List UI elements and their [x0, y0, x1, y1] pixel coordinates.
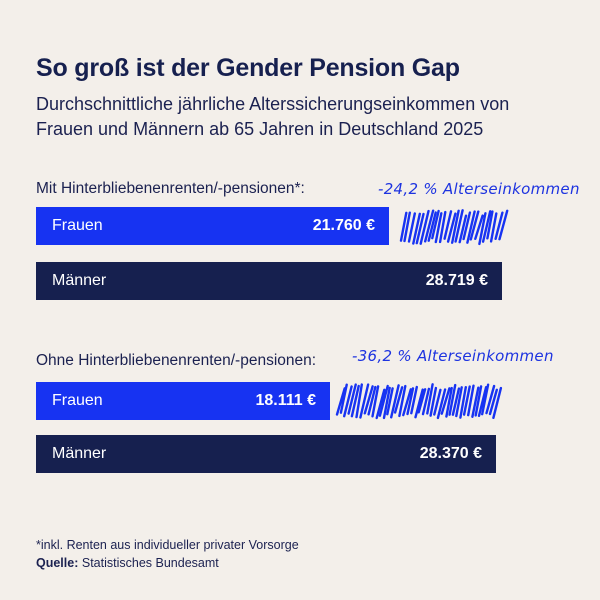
source-text: Statistisches Bundesamt	[81, 556, 219, 570]
chart-title: So groß ist der Gender Pension Gap	[36, 54, 460, 82]
scribble-strokes	[335, 383, 503, 420]
gap-note-ohne: -36,2 % Alterseinkommen	[352, 347, 554, 365]
bar-label: Männer	[52, 445, 107, 462]
chart-subtitle: Durchschnittliche jährliche Alterssicher…	[36, 94, 510, 139]
source-line: Quelle: Statistisches Bundesamt	[36, 556, 219, 570]
bar-value: 18.111 €	[255, 392, 316, 409]
bar-label: Frauen	[52, 217, 103, 234]
source-label: Quelle:	[36, 556, 79, 570]
bar-frauen-mit: Frauen 21.760 €	[36, 207, 389, 245]
gap-note-mit: -24,2 % Alterseinkommen	[378, 180, 580, 198]
scribble-strokes	[399, 209, 509, 246]
bar-value: 28.370 €	[419, 445, 482, 462]
bar-value: 28.719 €	[425, 272, 488, 289]
gap-scribble-mit	[399, 209, 509, 246]
group-label-ohne: Ohne Hinterbliebenenrenten/-pensionen:	[36, 352, 317, 369]
bar-frauen-ohne: Frauen 18.111 €	[36, 382, 330, 420]
bar-label: Männer	[52, 272, 107, 289]
bar-maenner-ohne: Männer 28.370 €	[36, 435, 496, 473]
bar-label: Frauen	[52, 392, 103, 409]
group-label-mit: Mit Hinterbliebenenrenten/-pensionen*:	[36, 180, 305, 197]
bar-maenner-mit: Männer 28.719 €	[36, 262, 502, 300]
gap-scribble-ohne	[335, 383, 503, 420]
bar-value: 21.760 €	[312, 217, 375, 234]
footnote: *inkl. Renten aus individueller privater…	[36, 538, 299, 552]
